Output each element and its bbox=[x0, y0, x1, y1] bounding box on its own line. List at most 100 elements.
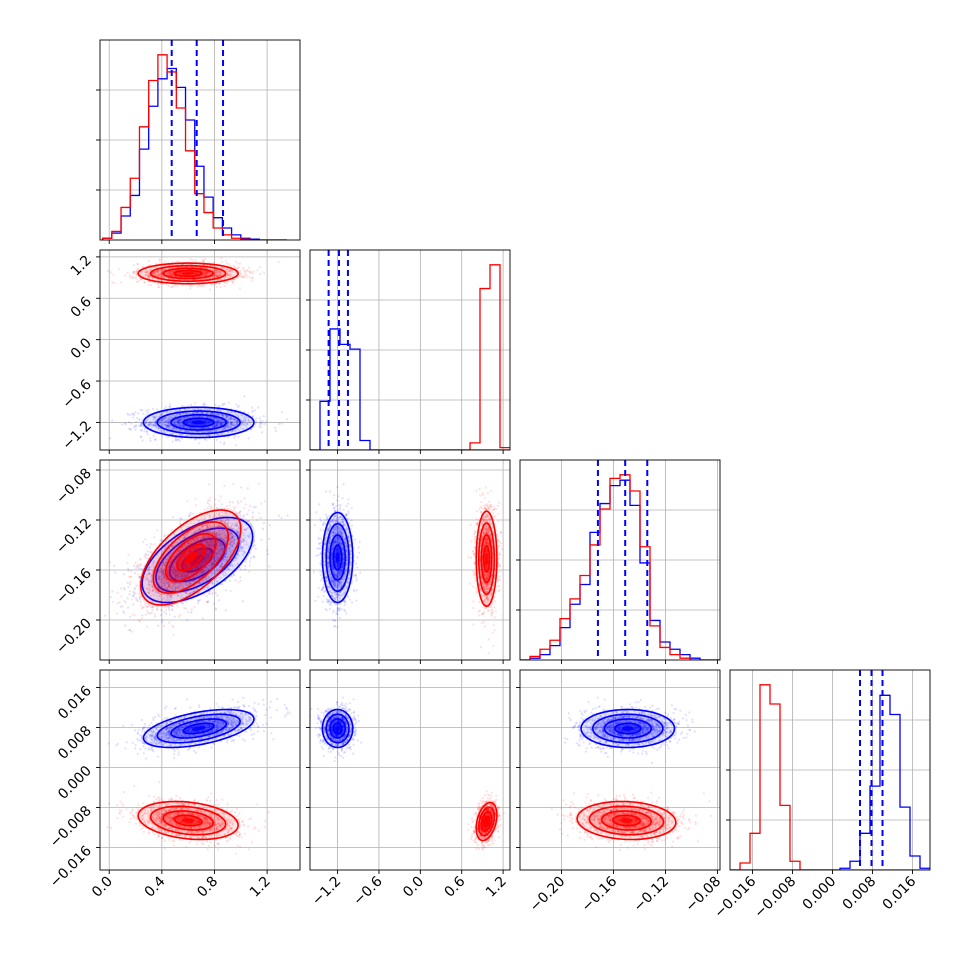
scatter-point bbox=[133, 414, 135, 416]
scatter-point bbox=[245, 504, 247, 506]
scatter-point bbox=[199, 599, 201, 601]
scatter-point bbox=[127, 554, 129, 556]
scatter-point bbox=[148, 260, 150, 262]
scatter-point bbox=[220, 257, 222, 259]
scatter-point bbox=[197, 600, 199, 602]
scatter-point bbox=[147, 284, 149, 286]
scatter-point bbox=[255, 548, 257, 550]
scatter-point bbox=[140, 568, 142, 570]
scatter-point bbox=[237, 436, 239, 438]
scatter-point bbox=[224, 285, 226, 287]
scatter-point bbox=[168, 285, 170, 287]
scatter-point bbox=[130, 423, 132, 425]
scatter-point bbox=[146, 626, 148, 628]
scatter-point bbox=[147, 550, 149, 552]
scatter-point bbox=[237, 263, 239, 265]
scatter-point bbox=[130, 429, 132, 431]
scatter-point bbox=[229, 580, 231, 582]
scatter-point bbox=[240, 486, 242, 488]
scatter-point bbox=[237, 563, 239, 565]
scatter-point bbox=[150, 284, 152, 286]
scatter-point bbox=[230, 590, 232, 592]
scatter-point bbox=[111, 281, 113, 283]
scatter-point bbox=[186, 500, 188, 502]
scatter-point bbox=[149, 546, 151, 548]
scatter-point bbox=[248, 266, 250, 268]
scatter-point bbox=[132, 417, 134, 419]
scatter-point bbox=[144, 281, 146, 283]
scatter-point bbox=[194, 402, 196, 404]
scatter-point bbox=[152, 408, 154, 410]
scatter-point bbox=[179, 614, 181, 616]
scatter-point bbox=[182, 602, 184, 604]
scatter-point bbox=[111, 420, 113, 422]
scatter-point bbox=[264, 423, 266, 425]
scatter-point bbox=[176, 260, 178, 262]
scatter-point bbox=[244, 565, 246, 567]
scatter-point bbox=[113, 565, 115, 567]
scatter-point bbox=[217, 595, 219, 597]
scatter-point bbox=[217, 576, 219, 578]
scatter-point bbox=[257, 406, 259, 408]
scatter-point bbox=[174, 616, 176, 618]
scatter-point bbox=[263, 271, 265, 273]
scatter-point bbox=[123, 612, 125, 614]
scatter-point bbox=[195, 438, 197, 440]
scatter-point bbox=[275, 430, 277, 432]
scatter-point bbox=[235, 579, 237, 581]
scatter-point bbox=[240, 500, 242, 502]
scatter-point bbox=[278, 261, 280, 263]
scatter-point bbox=[200, 285, 202, 287]
scatter-point bbox=[209, 497, 211, 499]
scatter-point bbox=[267, 553, 269, 555]
scatter-point bbox=[206, 595, 208, 597]
scatter-point bbox=[127, 607, 129, 609]
scatter-point bbox=[160, 614, 162, 616]
scatter-point bbox=[259, 419, 261, 421]
scatter-point bbox=[245, 276, 247, 278]
scatter-point bbox=[229, 501, 231, 503]
scatter-point bbox=[228, 263, 230, 265]
scatter-point bbox=[149, 437, 151, 439]
scatter-point bbox=[269, 524, 271, 526]
scatter-point bbox=[129, 629, 131, 631]
scatter-point bbox=[260, 539, 262, 541]
scatter-point bbox=[259, 417, 261, 419]
scatter-point bbox=[141, 439, 143, 441]
scatter-point bbox=[239, 262, 241, 264]
scatter-point bbox=[243, 497, 245, 499]
scatter-point bbox=[197, 602, 199, 604]
scatter-point bbox=[212, 591, 214, 593]
density-fill-red-4 bbox=[182, 272, 195, 275]
scatter-point bbox=[253, 506, 255, 508]
scatter-point bbox=[112, 601, 114, 603]
scatter-point bbox=[127, 597, 129, 599]
scatter-point bbox=[251, 407, 253, 409]
scatter-point bbox=[218, 500, 220, 502]
scatter-point bbox=[133, 594, 135, 596]
scatter-point bbox=[208, 483, 210, 485]
scatter-point bbox=[168, 405, 170, 407]
scatter-point bbox=[250, 557, 252, 559]
scatter-point bbox=[262, 420, 264, 422]
scatter-point bbox=[127, 582, 129, 584]
scatter-point bbox=[221, 404, 223, 406]
scatter-point bbox=[110, 271, 112, 273]
scatter-point bbox=[225, 589, 227, 591]
scatter-point bbox=[134, 276, 136, 278]
scatter-point bbox=[222, 573, 224, 575]
scatter-point bbox=[233, 437, 235, 439]
scatter-point bbox=[123, 600, 125, 602]
scatter-point bbox=[180, 518, 182, 520]
density-fill-blue-4 bbox=[192, 421, 206, 425]
scatter-point bbox=[223, 443, 225, 445]
scatter-point bbox=[110, 596, 112, 598]
scatter-point bbox=[287, 515, 289, 517]
scatter-point bbox=[191, 259, 193, 261]
scatter-point bbox=[129, 616, 131, 618]
scatter-point bbox=[154, 615, 156, 617]
scatter-point bbox=[161, 619, 163, 621]
scatter-point bbox=[259, 266, 261, 268]
scatter-point bbox=[226, 282, 228, 284]
scatter-point bbox=[160, 609, 162, 611]
